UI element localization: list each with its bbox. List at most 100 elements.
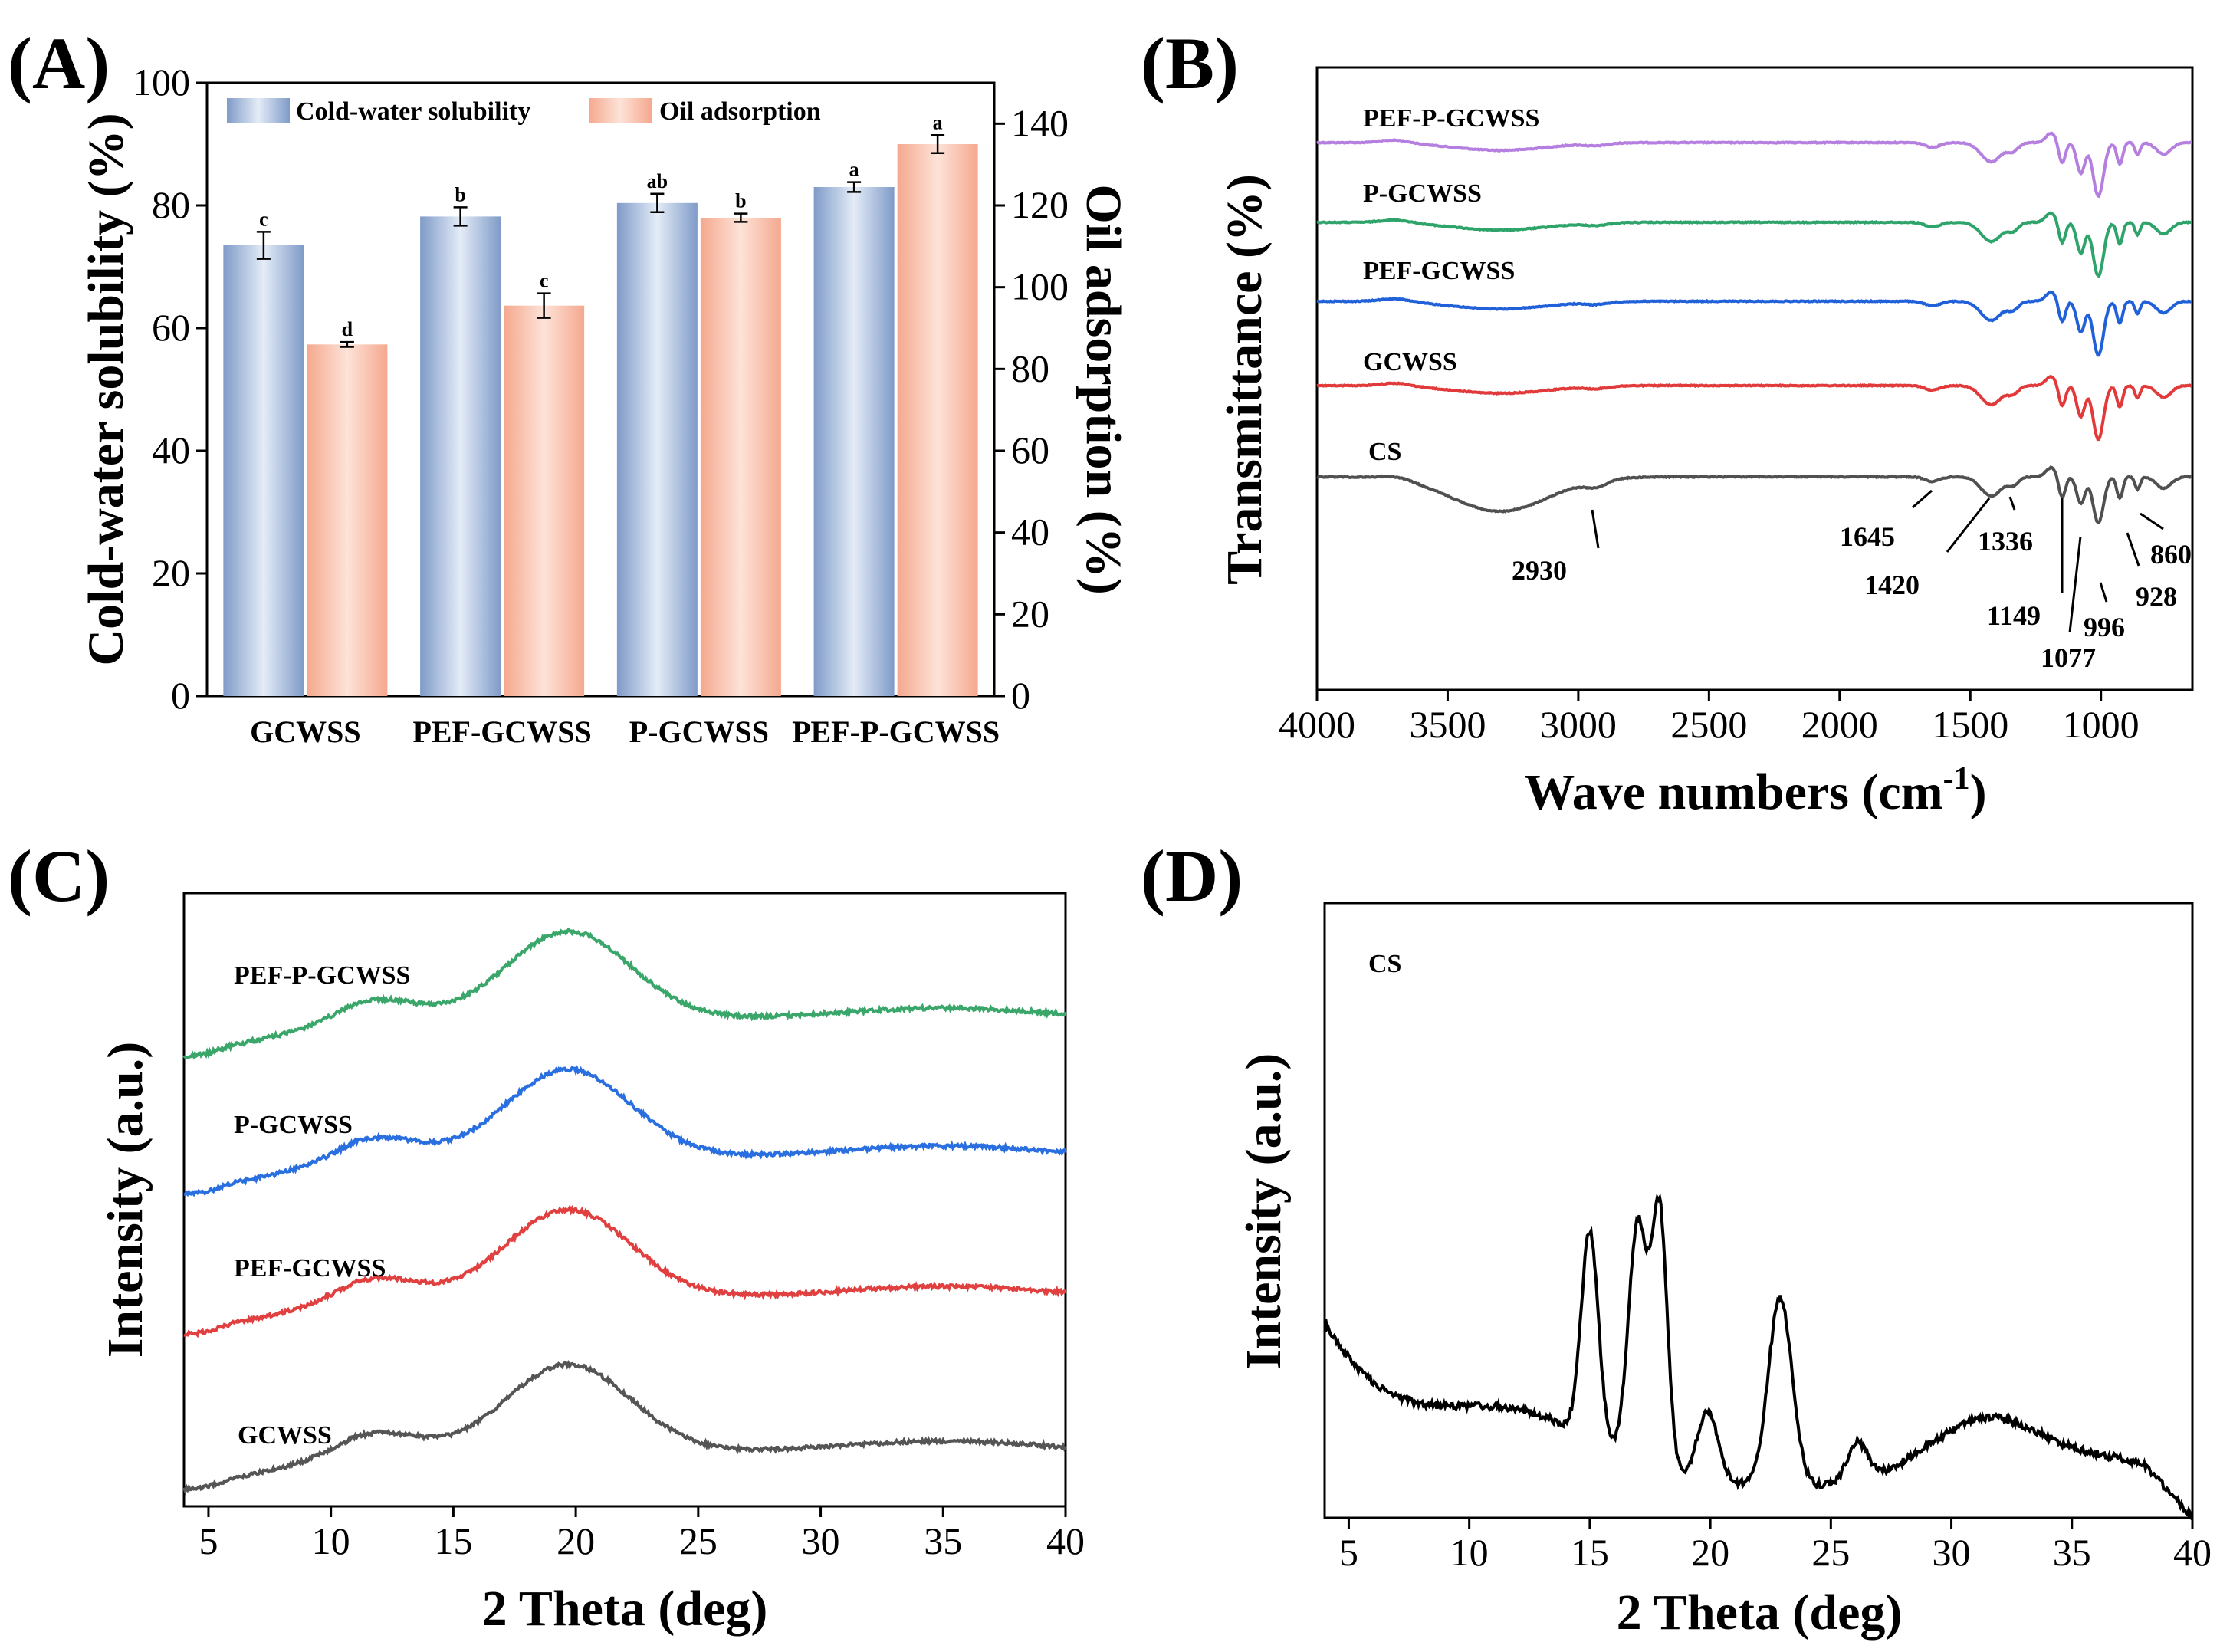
x-tick-label-b: 1000 bbox=[2063, 703, 2140, 746]
bar-cold-water-solubility-pef-p-gcwss bbox=[813, 187, 895, 696]
significance-letter-oil-adsorption-gcwss: d bbox=[342, 318, 353, 340]
legend-swatch-oil bbox=[589, 98, 652, 123]
y-tick-label-a: 60 bbox=[152, 306, 190, 349]
significance-letter-cold-water-solubility-pef-p-gcwss: a bbox=[849, 159, 859, 181]
bar-cold-water-solubility-pef-gcwss bbox=[420, 216, 501, 696]
legend-a: Cold-water solubility Oil adsorption bbox=[227, 97, 821, 126]
series-label-gcwss-c: GCWSS bbox=[238, 1421, 332, 1450]
bar-cold-water-solubility-p-gcwss bbox=[616, 202, 698, 696]
x-tick-label-c: 5 bbox=[199, 1519, 218, 1562]
x-tick-label-c: 30 bbox=[802, 1519, 840, 1562]
x-axis-title-b: Wave numbers (cm-1) bbox=[1524, 761, 1986, 820]
panel-label-a: (A) bbox=[8, 22, 110, 104]
annotation-860: 860 bbox=[2150, 539, 2192, 570]
y-right-tick-label-a: 140 bbox=[1011, 101, 1069, 144]
xrd-line-p-gcwss bbox=[183, 1065, 1067, 1197]
x-tick-label-b: 2500 bbox=[1670, 703, 1747, 746]
error-bar-cold-water-solubility-gcwss bbox=[256, 231, 271, 260]
x-tick-label-a-pef-p-gcwss: PEF-P-GCWSS bbox=[792, 714, 1000, 749]
x-tick-label-d: 5 bbox=[1339, 1531, 1358, 1574]
series-label-pef-gcwss-b: PEF-GCWSS bbox=[1363, 257, 1515, 285]
error-bar-oil-adsorption-pef-gcwss bbox=[537, 292, 551, 319]
y-right-tick-label-a: 40 bbox=[1011, 511, 1049, 553]
bar-oil-adsorption-gcwss bbox=[307, 344, 388, 696]
plot-frame-a bbox=[205, 81, 996, 698]
plot-frame-b bbox=[1315, 66, 2194, 691]
annotation-1336: 1336 bbox=[1978, 526, 2033, 557]
annotation-1645: 1645 bbox=[1840, 521, 1895, 552]
y-right-tick-label-a: 100 bbox=[1011, 265, 1069, 308]
x-axis-title-d: 2 Theta (deg) bbox=[1617, 1585, 1903, 1641]
x-tick-label-d: 10 bbox=[1450, 1531, 1489, 1574]
legend-swatch-cold-water bbox=[227, 98, 290, 123]
annotation-996: 996 bbox=[2084, 612, 2125, 642]
panel-d: (D) CS 5 10 15 20 25 30 35 40 2 Theta (deg) Int… bbox=[1141, 835, 2212, 1641]
y-axis-title-a: Cold-water solubility (%) bbox=[78, 113, 134, 665]
x-tick-label-c: 25 bbox=[679, 1519, 718, 1562]
x-tick-label-d: 20 bbox=[1691, 1531, 1729, 1574]
error-bar-oil-adsorption-p-gcwss bbox=[734, 212, 748, 223]
bar-cold-water-solubility-gcwss bbox=[223, 245, 304, 696]
legend-label-cold-water: Cold-water solubility bbox=[296, 97, 530, 126]
error-bar-cold-water-solubility-p-gcwss bbox=[650, 192, 665, 214]
x-tick-label-b: 4000 bbox=[1279, 703, 1355, 746]
annotation-1420: 1420 bbox=[1864, 570, 1920, 600]
x-tick-label-d: 40 bbox=[2173, 1531, 2212, 1574]
panel-a: (A) c d b c ab b a a GCWSS PEF-GCWSS P-GCWSS PEF-P… bbox=[8, 22, 1131, 749]
y-tick-label-a: 20 bbox=[152, 551, 190, 594]
spectrum-line-p-gcwss bbox=[1316, 211, 2192, 278]
y-right-tick-label-a: 0 bbox=[1011, 674, 1030, 717]
panel-c: (C) PEF-P-GCWSS P-GCWSS PEF-GCWSS GCWSS … bbox=[8, 835, 1085, 1637]
significance-letter-oil-adsorption-p-gcwss: b bbox=[735, 190, 746, 212]
xrd-line-pef-p-gcwss bbox=[182, 927, 1067, 1060]
x-tick-label-d: 15 bbox=[1571, 1531, 1609, 1574]
error-bar-oil-adsorption-gcwss bbox=[340, 340, 354, 348]
panel-label-b: (B) bbox=[1141, 22, 1239, 104]
y-right-tick-label-a: 80 bbox=[1011, 346, 1049, 389]
series-label-p-gcwss-b: P-GCWSS bbox=[1363, 179, 1482, 208]
series-label-pef-p-gcwss-b: PEF-P-GCWSS bbox=[1363, 104, 1539, 133]
x-tick-label-b: 2000 bbox=[1801, 703, 1878, 746]
axis-ticks-a: GCWSS PEF-GCWSS P-GCWSS PEF-P-GCWSS 0 20 40 60 8… bbox=[133, 61, 1069, 749]
significance-letter-cold-water-solubility-p-gcwss: ab bbox=[647, 170, 668, 192]
x-tick-label-d: 30 bbox=[1933, 1531, 1971, 1574]
panel-label-c: (C) bbox=[8, 835, 110, 917]
panel-b: (B) PEF-P-GCWSS P-GCWSS PEF-GCWSS GCWSS … bbox=[1141, 22, 2194, 820]
y-right-tick-label-a: 60 bbox=[1011, 429, 1049, 471]
axis-ticks-c: 5 10 15 20 25 30 35 40 bbox=[199, 1506, 1085, 1562]
x-tick-label-b: 3000 bbox=[1540, 703, 1617, 746]
axis-ticks-b: 4000 3500 3000 2500 2000 1500 1000 bbox=[1279, 690, 2140, 746]
x-tick-label-c: 40 bbox=[1046, 1519, 1085, 1562]
peak-annotations-b: 2930 1645 1420 1336 1149 1077 996 928 86… bbox=[1512, 489, 2192, 673]
significance-letter-cold-water-solubility-gcwss: c bbox=[259, 208, 268, 230]
series-label-gcwss-b: GCWSS bbox=[1363, 348, 1457, 376]
xrd-patterns-c bbox=[182, 927, 1067, 1496]
x-tick-label-c: 10 bbox=[312, 1519, 350, 1562]
x-tick-label-c: 35 bbox=[924, 1519, 962, 1562]
significance-letter-oil-adsorption-pef-p-gcwss: a bbox=[933, 111, 943, 133]
series-labels-b: PEF-P-GCWSS P-GCWSS PEF-GCWSS GCWSS CS bbox=[1363, 104, 1539, 466]
y-tick-label-a: 80 bbox=[152, 183, 190, 226]
y-axis-title-c: Intensity (a.u.) bbox=[97, 1042, 153, 1358]
y-right-tick-label-a: 20 bbox=[1011, 592, 1049, 635]
xrd-pattern-d bbox=[1324, 1193, 2194, 1521]
legend-label-oil: Oil adsorption bbox=[659, 97, 821, 126]
y-axis-title-d: Intensity (a.u.) bbox=[1236, 1053, 1292, 1370]
y-tick-label-a: 0 bbox=[171, 674, 190, 717]
spectrum-line-cs bbox=[1316, 465, 2193, 524]
spectrum-line-pef-gcwss bbox=[1316, 290, 2192, 357]
x-tick-label-c: 20 bbox=[557, 1519, 595, 1562]
bar-oil-adsorption-pef-gcwss bbox=[504, 305, 585, 696]
bar-oil-adsorption-p-gcwss bbox=[700, 218, 781, 696]
panel-label-d: (D) bbox=[1141, 835, 1243, 917]
annotation-1077: 1077 bbox=[2041, 642, 2096, 673]
spectrum-line-gcwss bbox=[1316, 374, 2192, 442]
xrd-line-gcwss bbox=[182, 1359, 1067, 1496]
x-tick-label-b: 1500 bbox=[1932, 703, 2008, 746]
axis-ticks-d: 5 10 15 20 25 30 35 40 bbox=[1339, 1518, 2212, 1574]
annotation-928: 928 bbox=[2136, 581, 2177, 612]
series-label-p-gcwss-c: P-GCWSS bbox=[234, 1111, 353, 1139]
y-axis-title-b: Transmittance (%) bbox=[1217, 174, 1273, 585]
